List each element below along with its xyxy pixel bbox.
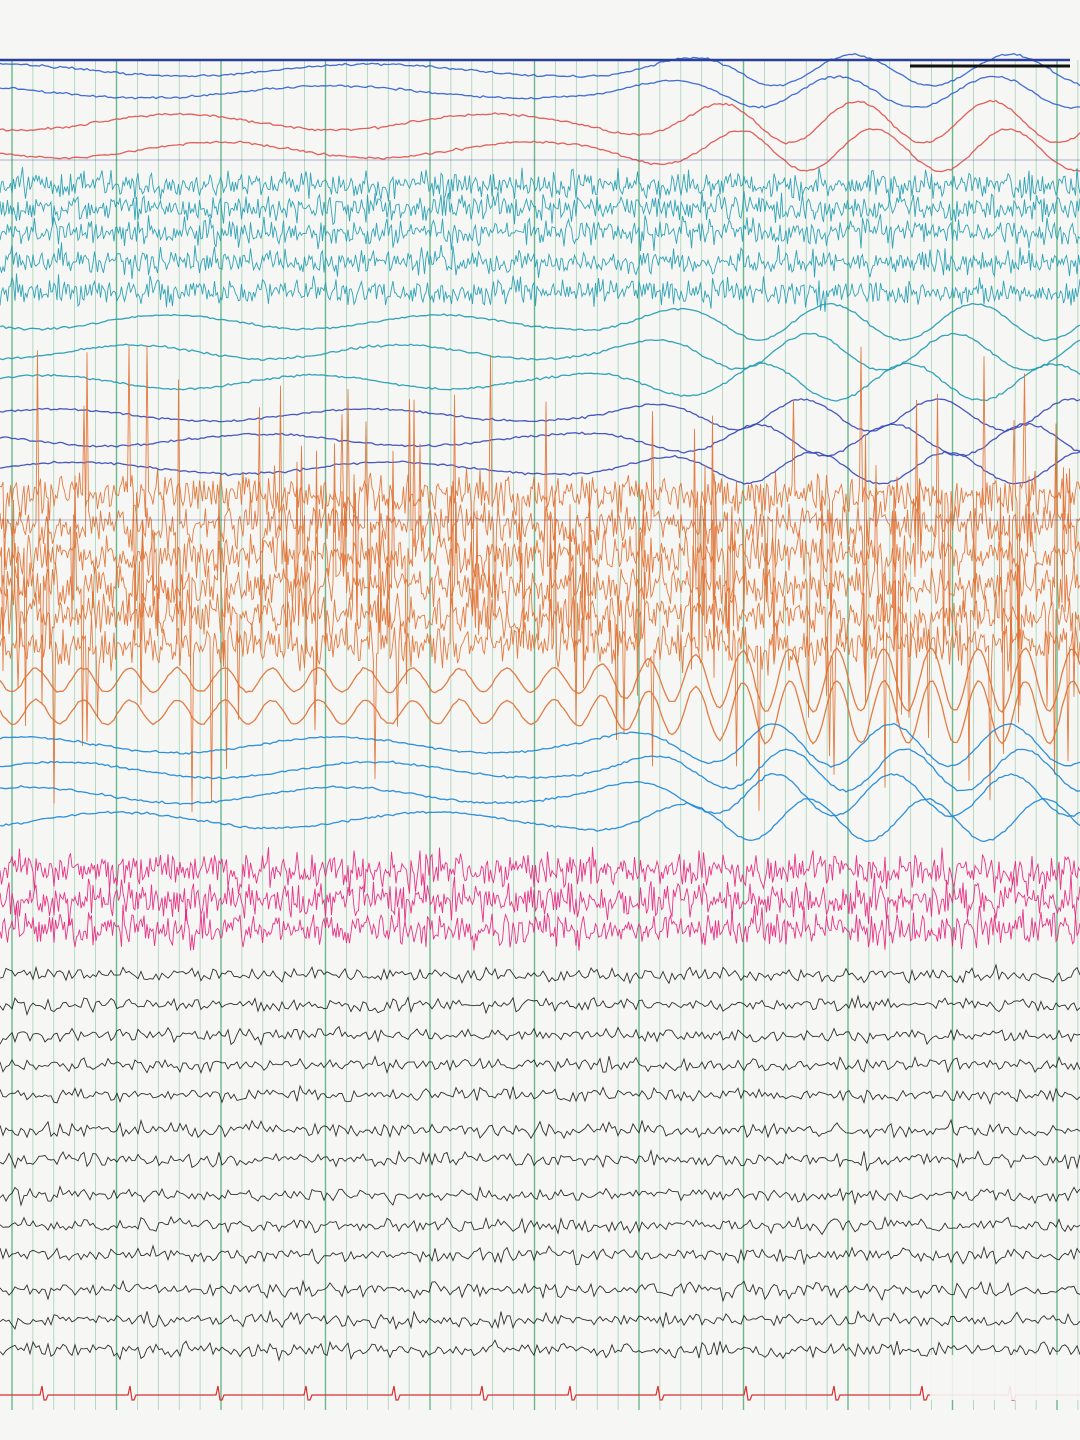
- central-orange-trace: [0, 646, 1080, 713]
- black-trace: [0, 1148, 1080, 1172]
- magenta-trace: [0, 872, 1080, 926]
- temporal-teal-trace: [0, 190, 1080, 226]
- black-trace: [0, 963, 1080, 985]
- central-orange-trace: [0, 481, 1080, 813]
- black-trace: [0, 1084, 1080, 1105]
- black-trace: [0, 1055, 1080, 1075]
- central-orange-trace: [0, 679, 1080, 745]
- frontal-blue-trace: [0, 53, 1080, 87]
- black-trace: [0, 1309, 1080, 1331]
- central-orange-trace: [0, 385, 1080, 727]
- occipital-blue-trace: [0, 798, 1080, 843]
- parietal-navy-trace: [0, 398, 1080, 433]
- frontal-blue-trace: [0, 75, 1080, 110]
- black-trace: [0, 1215, 1080, 1236]
- central-orange-trace: [0, 415, 1080, 754]
- magenta-trace: [0, 846, 1080, 897]
- parietal-navy-trace: [0, 450, 1080, 485]
- magenta-trace: [0, 903, 1080, 951]
- frontal-red-trace: [0, 128, 1080, 173]
- ecg-trace: [0, 1385, 1080, 1401]
- occipital-blue-trace: [0, 722, 1080, 768]
- black-trace: [0, 1279, 1080, 1303]
- central-orange-trace: [0, 350, 1080, 696]
- paper-corner-tear: [930, 1355, 1080, 1400]
- occipital-blue-trace: [0, 748, 1080, 793]
- black-trace: [0, 1025, 1080, 1047]
- occipital-blue-trace: [0, 772, 1080, 818]
- temporal-teal-trace: [0, 214, 1080, 252]
- parietal-navy-trace: [0, 422, 1080, 457]
- black-trace: [0, 1185, 1080, 1207]
- black-trace: [0, 994, 1080, 1017]
- black-trace: [0, 1339, 1080, 1362]
- eeg-traces: [0, 53, 1080, 1401]
- black-trace: [0, 1118, 1080, 1140]
- frontal-red-trace: [0, 99, 1080, 145]
- black-trace: [0, 1244, 1080, 1266]
- temporal-teal-trace: [0, 362, 1080, 402]
- temporal-teal-trace: [0, 167, 1080, 203]
- temporal-teal-trace: [0, 242, 1080, 280]
- temporal-teal-trace: [0, 302, 1080, 342]
- temporal-teal-trace: [0, 273, 1080, 312]
- central-orange-trace: [0, 450, 1080, 782]
